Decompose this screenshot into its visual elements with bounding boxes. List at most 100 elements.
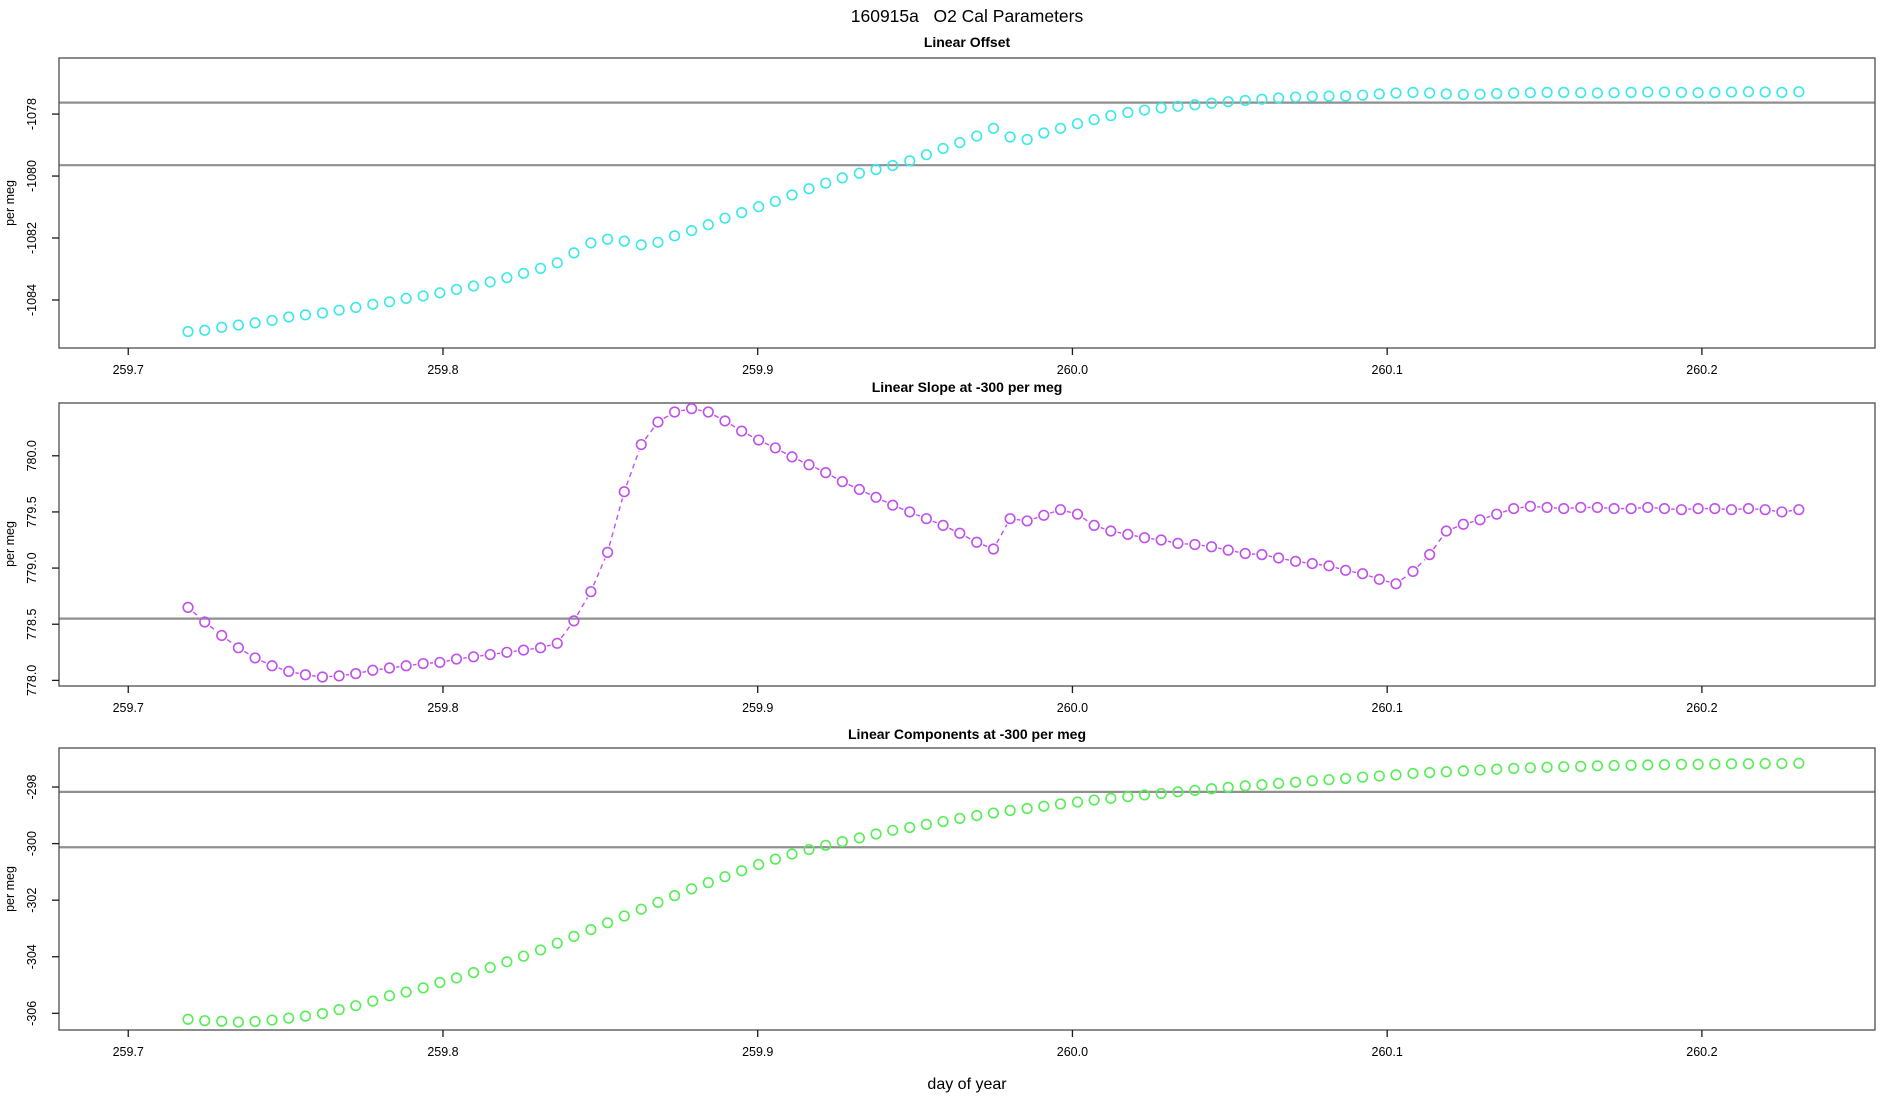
data-point	[1340, 90, 1352, 102]
data-point	[534, 944, 547, 956]
series-connector-line	[698, 409, 702, 412]
data-point	[618, 910, 630, 922]
series-connector-line	[663, 414, 670, 420]
data-point	[1591, 501, 1604, 514]
data-point	[1440, 766, 1452, 778]
series-connector-line	[1134, 535, 1138, 538]
y-tick-label: 778.0	[25, 665, 39, 696]
data-point	[383, 990, 396, 1002]
data-point	[1776, 86, 1788, 98]
data-point	[1524, 762, 1536, 774]
data-point	[753, 858, 765, 871]
data-point	[350, 1000, 362, 1012]
data-point	[1222, 781, 1234, 793]
data-point	[1272, 92, 1285, 104]
y-tick-label: -306	[25, 1001, 39, 1026]
data-point	[1457, 765, 1469, 777]
data-point	[1172, 537, 1184, 549]
data-point	[652, 416, 664, 428]
data-point	[971, 536, 983, 548]
series-connector-line	[1100, 526, 1105, 530]
data-point	[517, 267, 530, 279]
data-point	[1776, 757, 1788, 770]
data-point	[1742, 502, 1755, 515]
y-tick-label: 780.0	[25, 440, 39, 471]
data-point	[1390, 578, 1402, 590]
x-tick-label: 260.2	[1686, 1045, 1717, 1059]
series-connector-line	[1218, 547, 1222, 550]
data-point	[1289, 91, 1302, 103]
data-point	[182, 601, 194, 613]
data-point	[1793, 86, 1805, 98]
series-connector-line	[1401, 574, 1408, 581]
data-point	[1172, 100, 1184, 112]
data-point	[1658, 502, 1671, 515]
series-connector-line	[797, 459, 804, 463]
data-point	[367, 298, 379, 310]
data-point	[585, 237, 597, 249]
data-point	[1105, 110, 1117, 122]
data-point	[517, 644, 530, 656]
data-point	[769, 195, 781, 208]
data-point	[1205, 541, 1218, 553]
data-point	[1625, 759, 1637, 771]
data-point	[635, 438, 647, 451]
series-connector-line	[982, 544, 988, 548]
data-point	[232, 1016, 244, 1028]
data-point	[937, 142, 949, 155]
data-point	[836, 836, 848, 848]
data-point	[249, 1015, 261, 1028]
data-point	[266, 314, 278, 327]
series-connector-line	[644, 427, 655, 440]
data-point	[635, 239, 647, 251]
data-point	[870, 163, 882, 176]
data-point	[501, 646, 513, 658]
data-point	[333, 1004, 345, 1016]
data-point	[1289, 555, 1302, 567]
data-point	[1759, 86, 1771, 98]
data-point	[333, 670, 345, 682]
data-point	[1541, 501, 1553, 514]
data-point	[1658, 759, 1671, 771]
y-tick-label: -1080	[25, 160, 39, 192]
data-point	[1541, 86, 1553, 98]
data-point	[1407, 767, 1419, 780]
data-point	[182, 325, 194, 338]
data-point	[1021, 133, 1033, 146]
data-point	[719, 871, 731, 883]
series-connector-line	[1368, 575, 1374, 578]
data-point	[1709, 86, 1721, 98]
series-connector-line	[278, 667, 283, 670]
series-connector-line	[625, 450, 640, 486]
data-point	[1608, 87, 1620, 99]
x-axis-label: day of year	[927, 1076, 1007, 1093]
data-point	[1457, 88, 1469, 101]
data-point	[333, 304, 345, 316]
series-connector-line	[996, 524, 1008, 544]
data-point	[836, 172, 848, 184]
data-point	[686, 883, 698, 895]
data-point	[551, 637, 563, 649]
series-connector-line	[747, 433, 753, 438]
x-tick-label: 259.8	[427, 1045, 458, 1059]
data-point	[417, 982, 429, 994]
data-point	[987, 543, 1000, 555]
panel1-title: Linear Offset	[924, 34, 1011, 50]
data-point	[1138, 104, 1151, 116]
x-tick-label: 260.0	[1057, 701, 1088, 715]
data-point	[786, 848, 798, 860]
data-point	[1608, 502, 1620, 515]
data-point	[1742, 758, 1755, 770]
x-tick-label: 259.8	[427, 363, 458, 377]
data-point	[551, 257, 563, 269]
y-tick-label: 778.5	[25, 609, 39, 640]
series-connector-line	[560, 625, 571, 639]
data-point	[1222, 544, 1234, 556]
data-point	[1340, 772, 1352, 785]
data-point	[283, 311, 295, 323]
series-connector-line	[362, 670, 367, 674]
data-point	[434, 656, 446, 669]
x-tick-label: 260.1	[1372, 1045, 1403, 1059]
data-point	[1491, 508, 1503, 520]
plot-areas: 259.7 259.8 259.9 260.0 260.1 260.2 -1078 -1080…	[25, 57, 1876, 1059]
